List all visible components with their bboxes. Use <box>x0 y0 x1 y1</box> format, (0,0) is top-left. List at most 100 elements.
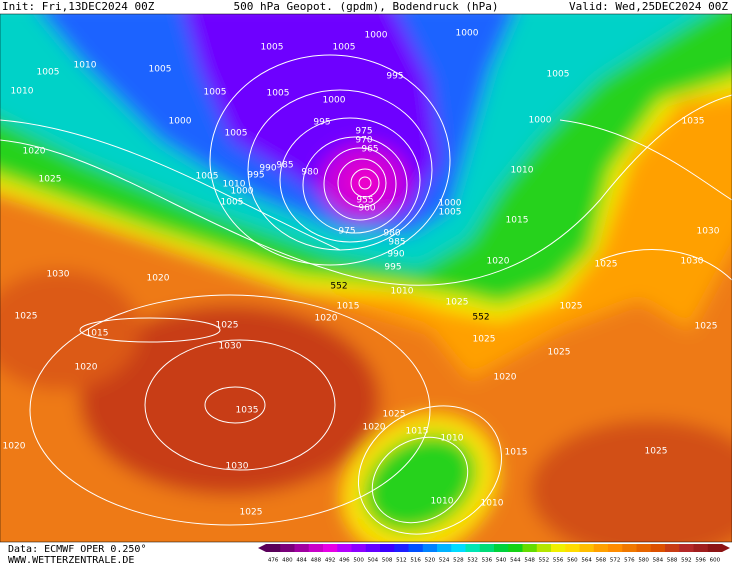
isobar-label: 975 <box>338 227 355 237</box>
isobar-label: 1025 <box>39 175 62 185</box>
isobar-label: 1030 <box>681 257 704 267</box>
valid-time: Valid: Wed,25DEC2024 00Z <box>569 0 728 13</box>
isobar-label: 1020 <box>363 423 386 433</box>
isobar-label: 1025 <box>240 508 263 518</box>
legend-swatch <box>351 544 367 552</box>
isobar-label: 1025 <box>645 447 668 457</box>
isobar-label: 985 <box>276 161 293 171</box>
legend-arrow-low <box>258 544 266 552</box>
legend-label: 536 <box>482 558 493 564</box>
isobar-label: 1010 <box>391 287 414 297</box>
legend-label: 548 <box>524 558 535 564</box>
legend-label: 576 <box>624 558 635 564</box>
isobar-label: 1005 <box>333 43 356 53</box>
legend-swatch <box>579 544 595 552</box>
isobar-label: 1000 <box>169 117 192 127</box>
legend-swatch <box>536 544 552 552</box>
legend-swatch <box>494 544 509 552</box>
isobar-label: 1000 <box>529 116 552 126</box>
legend-label: 572 <box>610 558 621 564</box>
legend-swatch <box>650 544 666 552</box>
legend-label: 596 <box>695 558 706 564</box>
legend-label: 528 <box>453 558 464 564</box>
isobar-label: 1010 <box>223 180 246 190</box>
isobar-label: 1000 <box>439 199 462 209</box>
isobar-label: 1025 <box>560 302 583 312</box>
legend-label: 540 <box>496 558 507 564</box>
legend-swatch <box>479 544 495 552</box>
isobar-label: 1005 <box>196 172 219 182</box>
legend-swatch <box>636 544 652 552</box>
legend-swatch <box>622 544 637 552</box>
legend-swatch <box>437 544 452 552</box>
legend-label: 552 <box>539 558 550 564</box>
isobar-label: 1015 <box>337 302 360 312</box>
isobar-label: 1025 <box>695 322 718 332</box>
isobar-label: 1030 <box>219 342 242 352</box>
isobar-label: 985 <box>388 238 405 248</box>
isobar-label: 1015 <box>505 448 528 458</box>
isobar-label: 1010 <box>481 499 504 509</box>
data-source: Data: ECMWF OPER 0.250° <box>8 544 146 555</box>
legend-swatch <box>280 544 295 552</box>
isobar-label: 1020 <box>315 314 338 324</box>
isobar-label: 995 <box>247 171 264 181</box>
isobar-label: 975 <box>355 127 372 137</box>
isobar-label: 1025 <box>548 348 571 358</box>
legend-swatch <box>465 544 481 552</box>
isobar-label: 980 <box>383 229 400 239</box>
legend-swatch <box>408 544 424 552</box>
legend-label: 504 <box>368 558 379 564</box>
legend-label: 484 <box>296 558 307 564</box>
legend-swatch <box>323 544 338 552</box>
legend-label: 500 <box>353 558 364 564</box>
isobar-label: 1030 <box>226 462 249 472</box>
isobar-label: 1000 <box>365 31 388 41</box>
legend-label: 556 <box>553 558 564 564</box>
isobar-label: 1005 <box>439 208 462 218</box>
isobar-label: 1005 <box>204 88 227 98</box>
legend-swatch <box>380 544 395 552</box>
legend-label: 516 <box>410 558 421 564</box>
legend-label: 584 <box>653 558 664 564</box>
isobar-label: 1015 <box>406 427 429 437</box>
isobar-label: 995 <box>313 118 330 128</box>
legend-swatch <box>593 544 609 552</box>
isobar-label: 990 <box>259 164 276 174</box>
legend-label: 560 <box>567 558 578 564</box>
isobar-label: 1025 <box>15 312 38 322</box>
legend-swatch <box>508 544 523 552</box>
isobar-label: 1020 <box>3 442 26 452</box>
legend-label: 524 <box>439 558 450 564</box>
geopotential-label: 552 <box>330 282 347 292</box>
legend-swatch <box>422 544 438 552</box>
map-title: 500 hPa Geopot. (gpdm), Bodendruck (hPa) <box>234 0 499 13</box>
isobar-label: 1005 <box>261 43 284 53</box>
legend-swatch <box>522 544 538 552</box>
isobar-label: 995 <box>384 263 401 273</box>
init-time: Init: Fri,13DEC2024 00Z <box>2 0 155 13</box>
isobar-label: 1005 <box>37 68 60 78</box>
isobar-label: 1020 <box>75 363 98 373</box>
isobar-label: 1030 <box>47 270 70 280</box>
isobar-label: 955 <box>356 196 373 206</box>
isobar-label: 1030 <box>697 227 720 237</box>
legend-swatch <box>266 544 281 552</box>
isobar-label: 1000 <box>456 29 479 39</box>
legend-label: 588 <box>667 558 678 564</box>
isobar-label: 980 <box>301 168 318 178</box>
legend-swatch <box>679 544 694 552</box>
isobar-label: 1015 <box>506 216 529 226</box>
legend-swatch <box>394 544 409 552</box>
isobar-label: 1015 <box>86 329 109 339</box>
legend-swatch <box>551 544 566 552</box>
legend-swatch <box>308 544 324 552</box>
legend-label: 544 <box>510 558 521 564</box>
isobar-label: 990 <box>387 250 404 260</box>
legend-label: 508 <box>382 558 393 564</box>
isobar-label: 1035 <box>236 406 259 416</box>
isobar-label: 1000 <box>231 187 254 197</box>
isobar-label: 1020 <box>23 147 46 157</box>
isobar-label: 1010 <box>431 497 454 507</box>
